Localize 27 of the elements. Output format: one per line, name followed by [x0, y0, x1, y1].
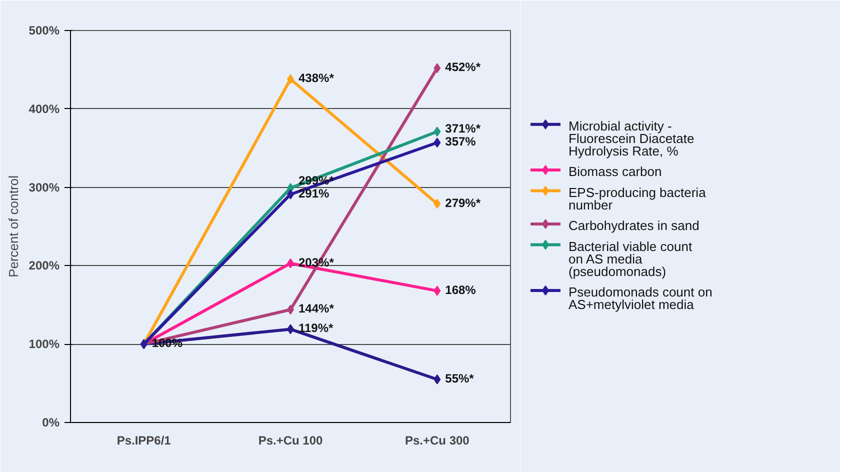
data-label: 168%	[445, 282, 476, 297]
legend-label: EPS-producing bacteria number	[568, 184, 707, 212]
legend-label: Biomass carbon	[568, 164, 662, 180]
y-tick-label: 0%	[42, 416, 60, 430]
data-label: 100%	[152, 336, 183, 350]
data-label: 279%*	[445, 196, 481, 210]
y-axis-title: Percent of control	[6, 175, 21, 278]
data-label: 119%*	[298, 321, 334, 336]
data-label: 291%	[298, 186, 330, 200]
y-tick-label: 200%	[28, 258, 60, 273]
legend-label: Bacterial viable count on AS media (pseudomonads)	[568, 238, 692, 279]
x-tick-label: Ps.+Cu 100	[258, 434, 324, 448]
y-tick-label: 400%	[28, 102, 60, 116]
x-tick-label: Ps.IPP6/1	[116, 434, 172, 448]
legend-label: Pseudomonads count on AS+metylviolet media	[568, 284, 712, 312]
y-tick-label: 500%	[28, 24, 60, 38]
data-label: 438%*	[298, 71, 334, 86]
data-label: 55%*	[445, 371, 474, 386]
data-label: 144%*	[298, 302, 334, 316]
y-tick-label: 100%	[28, 337, 60, 352]
x-tick-label: Ps.+Cu 300	[404, 434, 470, 448]
legend-label: Microbial activity - Fluorescein Diacetate Hydrolysis Rate, %	[568, 118, 694, 158]
data-label: 452%*	[445, 60, 481, 74]
data-label: 357%	[445, 134, 476, 149]
legend-label: Carbohydrates in sand	[568, 218, 700, 234]
data-label: 371%*	[445, 122, 481, 136]
y-tick-label: 300%	[28, 180, 60, 194]
